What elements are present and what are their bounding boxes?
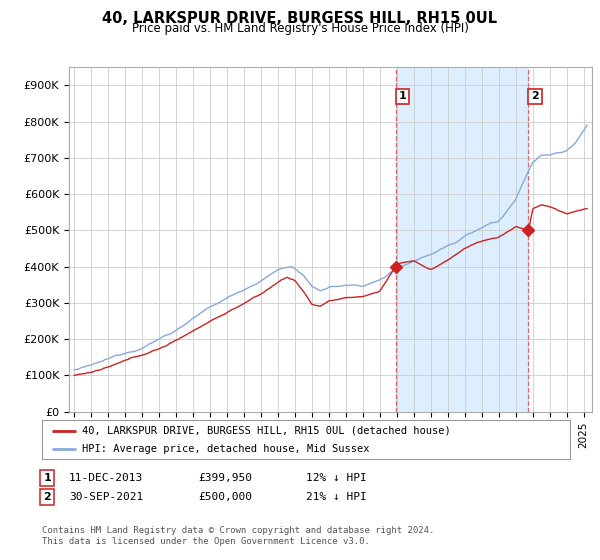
- Text: 1: 1: [398, 91, 406, 101]
- Text: 40, LARKSPUR DRIVE, BURGESS HILL, RH15 0UL: 40, LARKSPUR DRIVE, BURGESS HILL, RH15 0…: [103, 11, 497, 26]
- Text: 2: 2: [531, 91, 539, 101]
- Text: Price paid vs. HM Land Registry's House Price Index (HPI): Price paid vs. HM Land Registry's House …: [131, 22, 469, 35]
- Text: 40, LARKSPUR DRIVE, BURGESS HILL, RH15 0UL (detached house): 40, LARKSPUR DRIVE, BURGESS HILL, RH15 0…: [82, 426, 451, 436]
- Text: 11-DEC-2013: 11-DEC-2013: [69, 473, 143, 483]
- Text: HPI: Average price, detached house, Mid Sussex: HPI: Average price, detached house, Mid …: [82, 444, 369, 454]
- Text: 30-SEP-2021: 30-SEP-2021: [69, 492, 143, 502]
- Text: 12% ↓ HPI: 12% ↓ HPI: [306, 473, 367, 483]
- Bar: [396, 67, 529, 412]
- Text: £399,950: £399,950: [198, 473, 252, 483]
- Text: 2: 2: [43, 492, 51, 502]
- Text: £500,000: £500,000: [198, 492, 252, 502]
- Text: Contains HM Land Registry data © Crown copyright and database right 2024.
This d: Contains HM Land Registry data © Crown c…: [42, 526, 434, 546]
- Text: 21% ↓ HPI: 21% ↓ HPI: [306, 492, 367, 502]
- Text: 1: 1: [43, 473, 51, 483]
